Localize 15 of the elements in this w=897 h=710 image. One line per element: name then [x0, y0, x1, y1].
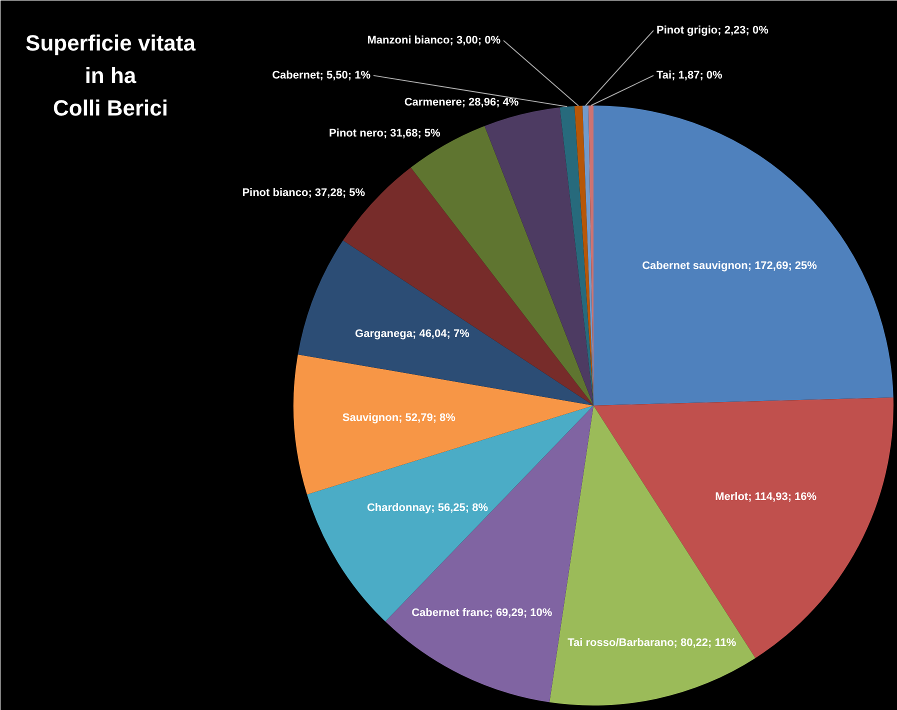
slice-label: Carmenere; 28,96; 4%: [404, 96, 519, 109]
slice-label: Pinot bianco; 37,28; 5%: [242, 186, 366, 199]
text: Superficie vitata in ha Colli Berici: [26, 30, 196, 120]
slice-label: Cabernet franc; 69,29; 10%: [412, 607, 552, 620]
slice-label: Cabernet; 5,50; 1%: [272, 70, 371, 82]
slice-label: Garganega; 46,04; 7%: [355, 328, 470, 340]
slice-label: Merlot; 114,93; 16%: [715, 490, 817, 503]
slice-label: Pinot grigio; 2,23; 0%: [656, 24, 769, 36]
slice-label: Cabernet sauvignon; 172,69; 25%: [642, 260, 818, 272]
slice-label: Sauvignon; 52,79; 8%: [342, 412, 456, 424]
slice-label: Tai; 1,87; 0%: [656, 70, 723, 82]
slice-label: Tai rosso/Barbarano; 80,22; 11%: [568, 637, 736, 650]
slice-label: Pinot nero; 31,68; 5%: [329, 128, 441, 140]
slice-label: Chardonnay; 56,25; 8%: [366, 502, 488, 514]
slice-label: Manzoni bianco; 3,00; 0%: [367, 34, 501, 46]
